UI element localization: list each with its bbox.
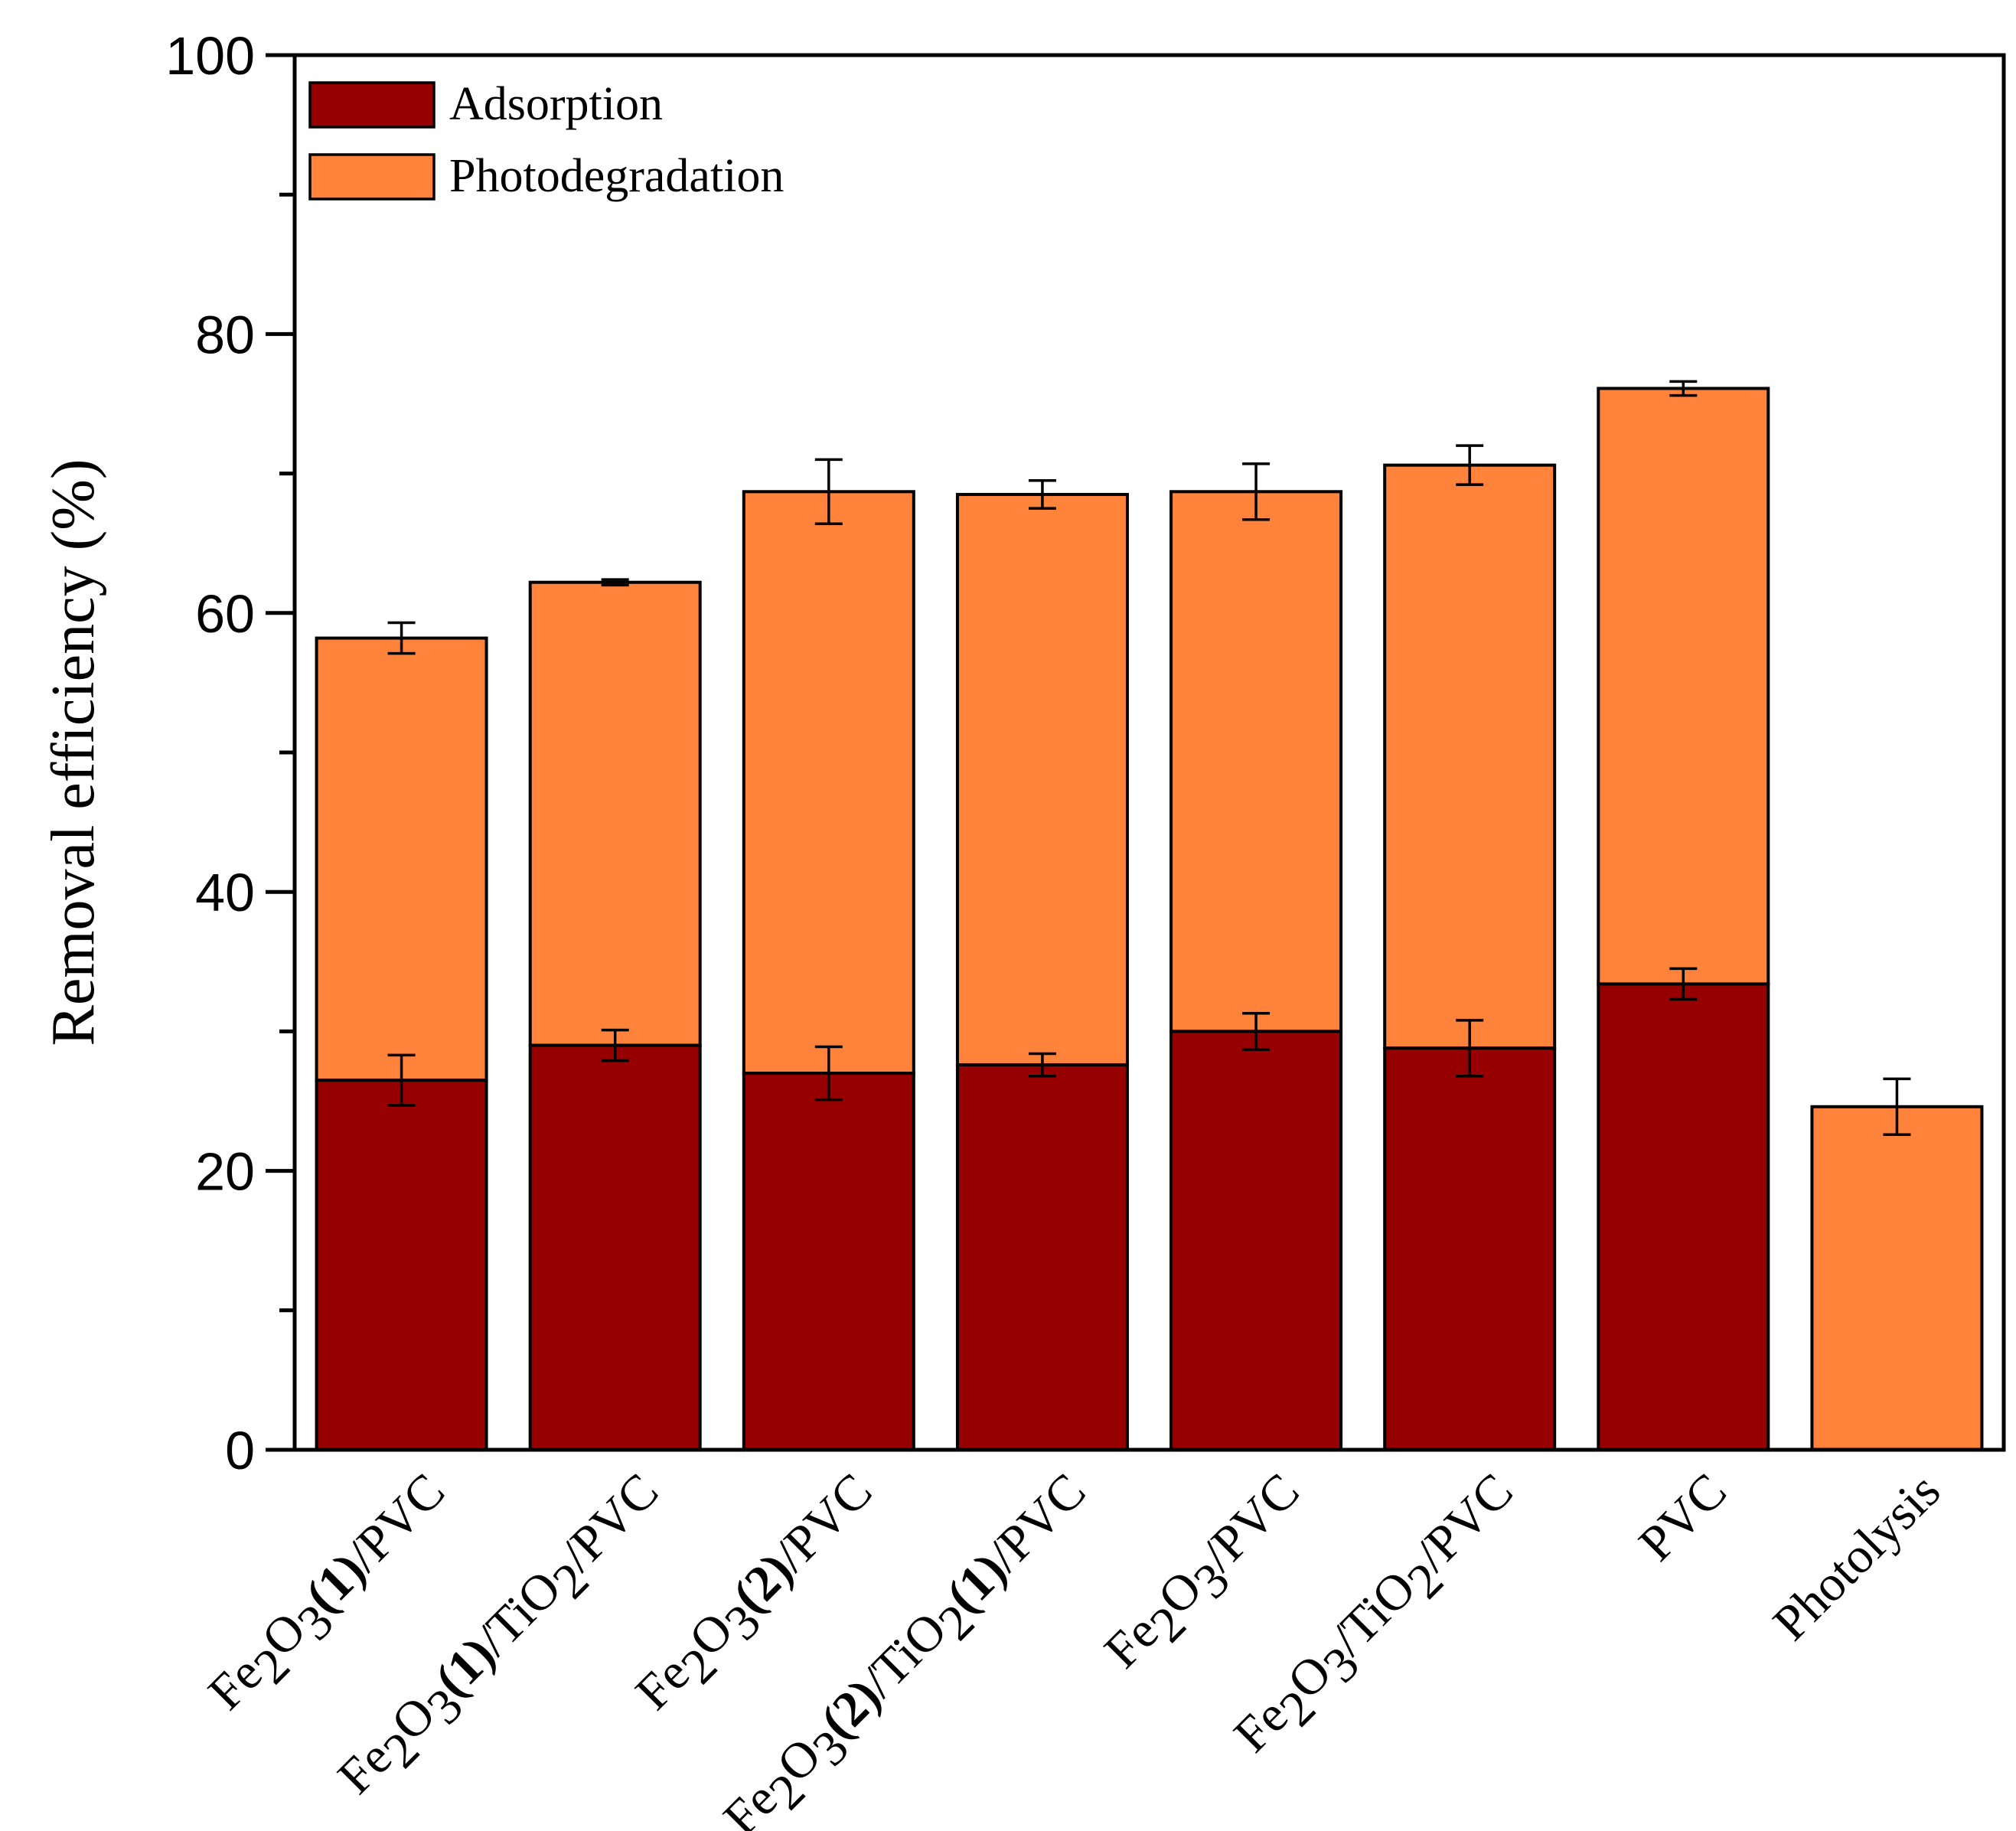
bar-adsorption bbox=[1383, 1046, 1557, 1452]
legend-label: Photodegradation bbox=[449, 150, 784, 202]
y-tick-label: 0 bbox=[225, 1421, 255, 1480]
y-tick-label: 60 bbox=[195, 584, 255, 644]
x-category-label-part: Photolysis bbox=[1763, 1463, 1951, 1651]
x-category-label: Fe2O3(2)/TiO2(1)/PVC bbox=[713, 1463, 1106, 1831]
bar-photodegradation bbox=[528, 580, 702, 1047]
y-tick-label: 80 bbox=[195, 305, 255, 364]
plot-frame bbox=[292, 53, 2006, 1452]
x-axis-category-labels: Fe2O3(1)/PVCFe2O3(1)/TiO2/PVCFe2O3(2)/PV… bbox=[197, 1463, 1951, 1831]
bar-photodegradation bbox=[1810, 1105, 1984, 1451]
bar-adsorption bbox=[1169, 1030, 1343, 1451]
bar-photodegradation bbox=[1597, 387, 1770, 986]
bar-adsorption bbox=[528, 1043, 702, 1451]
x-category-label-part: PVC bbox=[1629, 1463, 1737, 1572]
y-axis-title: Removal efficiency (%) bbox=[40, 459, 107, 1046]
x-category-label: Photolysis bbox=[1763, 1463, 1951, 1651]
error-bars-group bbox=[387, 380, 1911, 1136]
bar-adsorption bbox=[315, 1079, 488, 1452]
bar-photodegradation bbox=[1383, 463, 1557, 1050]
legend-swatch bbox=[308, 153, 435, 201]
y-axis-tick-labels: 0 20 40 60 80 100 bbox=[165, 26, 255, 1480]
bar-photodegradation bbox=[1169, 490, 1343, 1033]
x-category-label: Fe2O3/PVC bbox=[1094, 1463, 1320, 1689]
bar-adsorption bbox=[742, 1072, 915, 1452]
bar-adsorption bbox=[955, 1063, 1129, 1452]
legend-swatch bbox=[308, 81, 435, 129]
bars-group bbox=[315, 387, 1984, 1452]
legend-label: Adsorption bbox=[449, 78, 663, 130]
x-category-label: PVC bbox=[1629, 1463, 1737, 1572]
bar-adsorption bbox=[1597, 982, 1770, 1451]
legend: Adsorption Photodegradation bbox=[308, 78, 784, 202]
bar-photodegradation bbox=[742, 490, 915, 1075]
y-tick-label: 40 bbox=[195, 863, 255, 922]
y-tick-label: 100 bbox=[165, 26, 255, 86]
bar-photodegradation bbox=[315, 636, 488, 1082]
y-tick-label: 20 bbox=[195, 1142, 255, 1202]
y-axis-ticks bbox=[266, 53, 295, 1452]
bar-photodegradation bbox=[955, 492, 1129, 1067]
